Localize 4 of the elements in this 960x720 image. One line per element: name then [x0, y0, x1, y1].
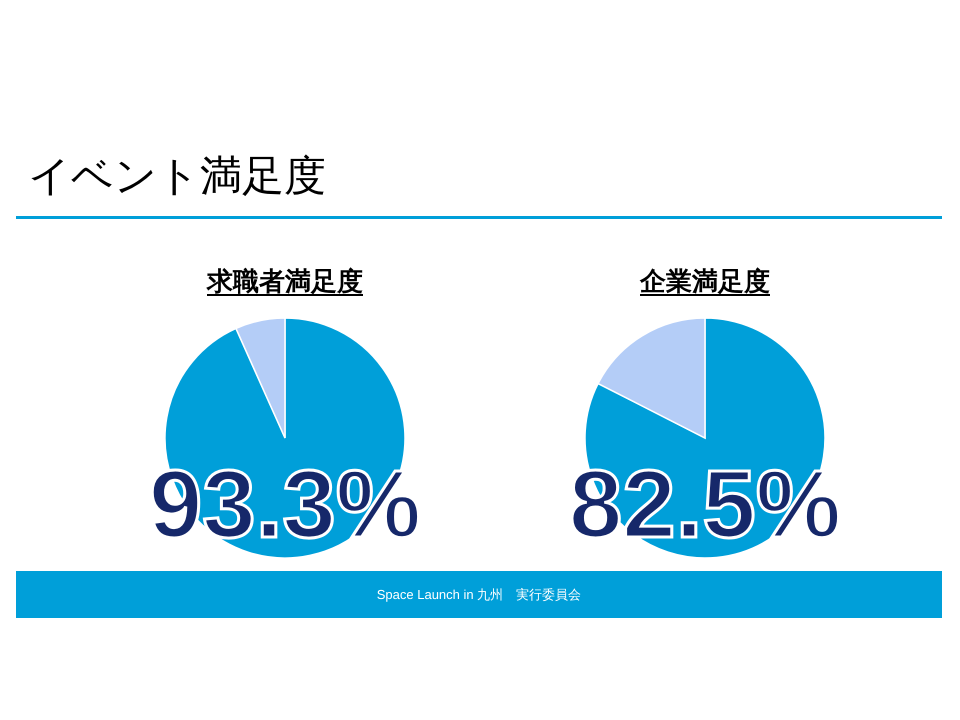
chart-title: 求職者満足度 [205, 265, 364, 298]
chart-title: 企業満足度 [638, 265, 771, 298]
text: イベント満足度 [28, 151, 326, 201]
text: Space Launch in 九州 実行委員会 [16, 571, 942, 618]
